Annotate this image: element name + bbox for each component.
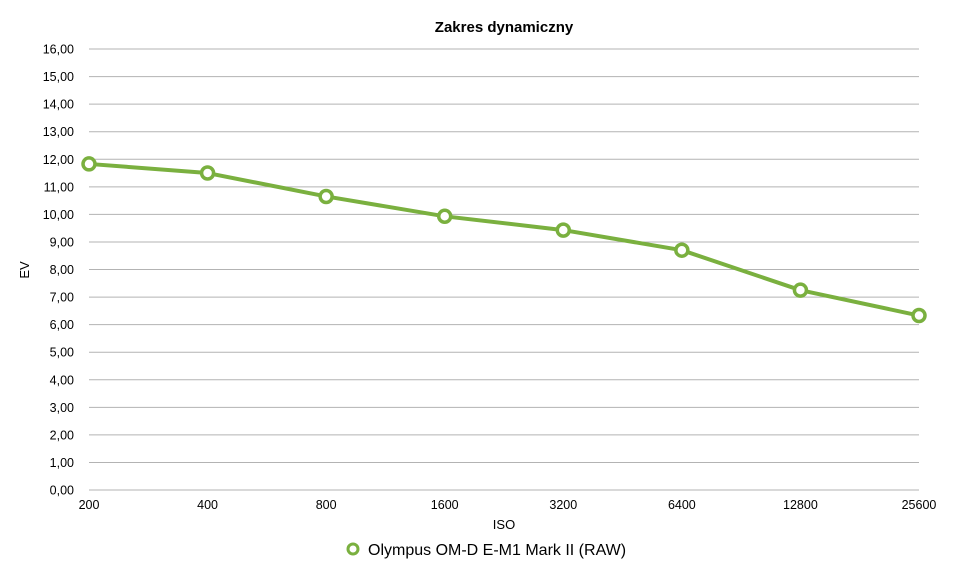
y-tick-label: 14,00 [43, 98, 74, 112]
data-point [674, 242, 690, 258]
y-tick-label: 0,00 [50, 484, 74, 498]
data-point [792, 282, 809, 298]
y-tick-label: 10,00 [43, 208, 74, 222]
legend-label: Olympus OM-D E-M1 Mark II (RAW) [368, 542, 626, 559]
legend: Olympus OM-D E-M1 Mark II (RAW) [346, 542, 626, 559]
y-axis-ticks: 0,00 1,00 2,00 3,00 4,00 5,00 6,00 7,00 8,00 9,00… [43, 43, 74, 498]
x-tick-label: 200 [79, 498, 100, 512]
y-tick-label: 5,00 [50, 346, 74, 360]
x-axis-label: ISO [493, 517, 515, 532]
x-tick-label: 400 [197, 498, 218, 512]
y-tick-label: 8,00 [50, 263, 74, 277]
y-tick-label: 3,00 [50, 401, 74, 415]
data-point [436, 208, 453, 225]
series-line [87, 161, 921, 318]
y-tick-label: 15,00 [43, 70, 74, 84]
x-tick-label: 800 [316, 498, 337, 512]
data-point [911, 307, 927, 324]
y-tick-label: 7,00 [50, 291, 74, 305]
x-axis-ticks: 200 400 800 1600 3200 6400 12800 25600 [79, 498, 937, 512]
y-axis-label: EV [17, 261, 32, 279]
gridlines [89, 48, 919, 491]
x-tick-label: 12800 [783, 498, 818, 512]
y-tick-label: 16,00 [43, 43, 74, 57]
y-tick-label: 12,00 [43, 153, 74, 167]
x-tick-label: 6400 [668, 498, 696, 512]
series-layer [81, 156, 927, 324]
y-tick-label: 13,00 [43, 125, 74, 139]
y-tick-label: 6,00 [50, 318, 74, 332]
chart-title: Zakres dynamiczny [435, 19, 574, 36]
data-point [199, 165, 216, 181]
y-tick-label: 11,00 [44, 180, 74, 194]
x-tick-label: 1600 [431, 498, 459, 512]
legend-marker [346, 542, 360, 556]
x-tick-label: 3200 [549, 498, 577, 512]
x-tick-label: 25600 [902, 498, 937, 512]
y-tick-label: 4,00 [50, 373, 74, 387]
data-point [81, 156, 97, 172]
y-tick-label: 1,00 [50, 456, 74, 470]
data-point [555, 222, 572, 238]
data-point [318, 188, 334, 205]
y-tick-label: 9,00 [50, 235, 74, 249]
y-tick-label: 2,00 [50, 428, 74, 442]
